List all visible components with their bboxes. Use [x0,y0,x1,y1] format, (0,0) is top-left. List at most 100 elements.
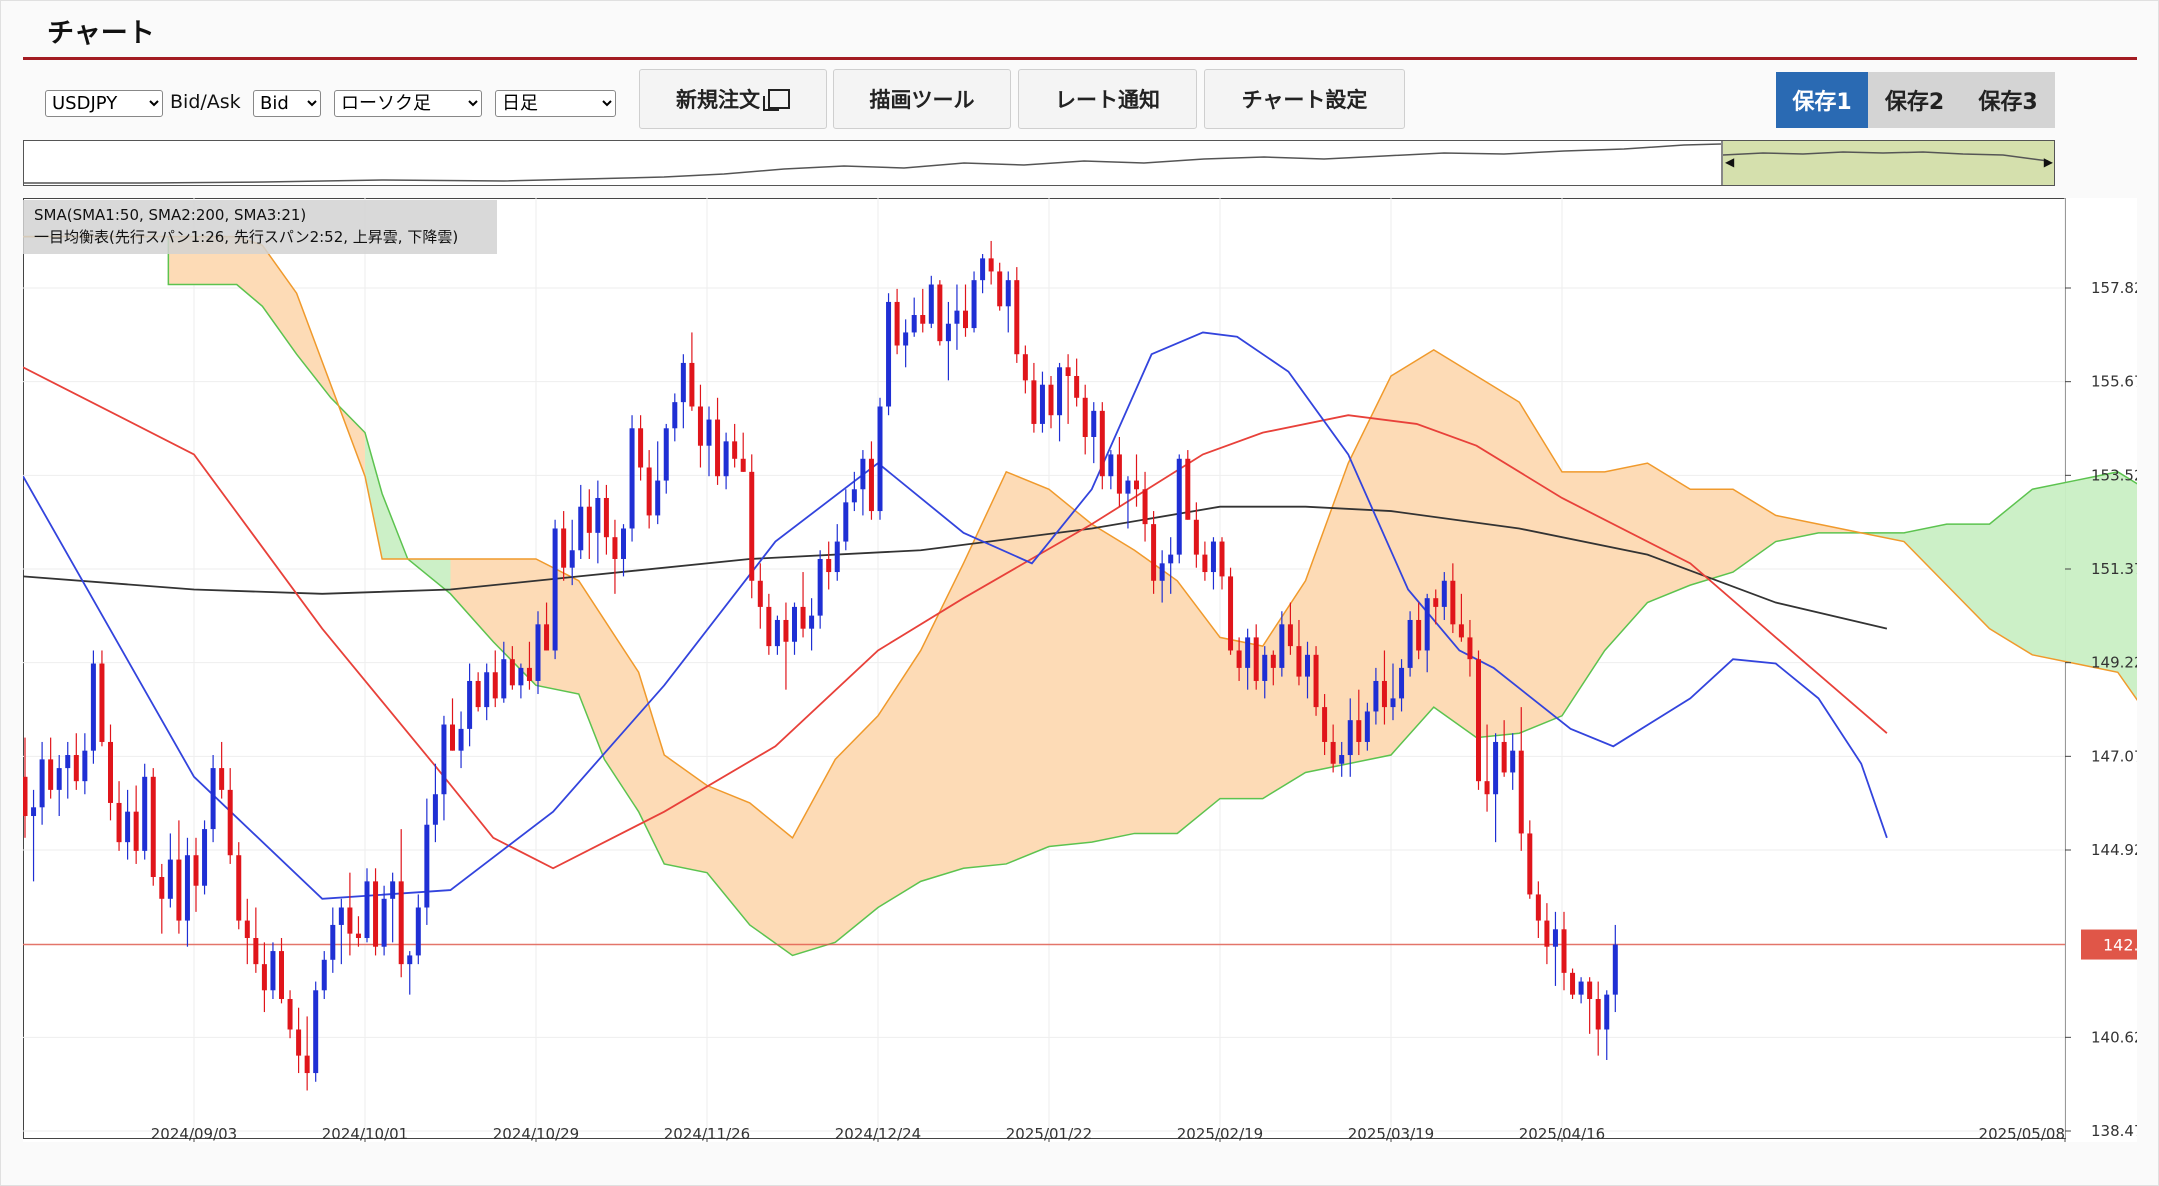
y-tick-label: 153.52 [2091,466,2137,484]
candle-body [595,497,601,533]
candle-body [1125,480,1131,494]
navigator-right-handle-icon[interactable]: ▶ [2043,155,2053,169]
candle [740,432,746,472]
candle [492,650,498,708]
candle [552,519,558,660]
candle [715,397,721,485]
candle-body [1441,580,1447,607]
candle-body [116,802,122,843]
candle-body [1518,750,1524,834]
candle-body [877,406,883,512]
candle [407,951,413,995]
timeframe-select[interactable]: 日足 [495,90,616,117]
candle-body [603,497,609,538]
candle-body [1116,454,1122,494]
x-tick-label: 2024/12/24 [835,1125,921,1142]
candle [646,450,652,529]
candle-body [945,323,951,342]
candle [82,733,88,795]
candle [1381,650,1387,725]
save3-button[interactable]: 保存3 [1961,72,2055,128]
navigator-selection[interactable]: ◀ ▶ [1721,141,2054,185]
save1-button[interactable]: 保存1 [1776,72,1868,128]
candle-body [569,550,575,568]
candle [1476,650,1481,790]
chart-navigator[interactable]: ◀ ▶ [23,140,2055,186]
candle [1253,624,1259,690]
candle-body [903,332,909,346]
chart-area[interactable]: 157.82 155.67 153.52 151.37 149.22 147.07 144.… [23,198,2137,1142]
candle [1296,619,1302,686]
candle [1005,271,1011,333]
candle-body [467,680,473,729]
candle-body [484,672,490,708]
chart-settings-button[interactable]: チャート設定 [1204,69,1405,129]
save2-button[interactable]: 保存2 [1868,72,1961,128]
candle [467,663,473,747]
candle [1518,707,1524,851]
candle-body [150,776,156,878]
candle [1031,362,1037,433]
candle-body [1151,524,1157,581]
candle [1091,402,1097,464]
candle [373,868,379,956]
save2-label: 保存2 [1884,90,1945,115]
candle-body [167,859,173,899]
bidask-select[interactable]: Bid [253,90,321,117]
new-order-button[interactable]: 新規注文 [639,69,827,129]
candle [1399,659,1405,712]
candle-body [227,789,233,856]
candle-body [1082,397,1088,437]
candle [937,280,943,346]
candle [561,511,567,581]
candle-body [826,558,832,573]
candle [193,837,199,912]
candle [1193,502,1199,568]
candle-body [73,755,79,782]
drawing-tools-button[interactable]: 描画ツール [833,69,1011,129]
candle-body [407,955,413,965]
candle-body [629,428,635,529]
candle [1501,720,1507,777]
candle-body [800,606,806,629]
candle [526,641,532,690]
candle [586,489,592,559]
chart-type-select[interactable]: ローソク足 [334,90,482,117]
navigator-left-handle-icon[interactable]: ◀ [1725,155,1735,169]
candle [133,785,139,864]
candle-body [1356,720,1362,742]
last-price-label: 142.75 [2103,936,2137,955]
candle [125,789,131,860]
candle [1510,733,1516,790]
candle [253,907,259,973]
candle-body [937,284,943,342]
symbol-select[interactable]: USDJPY [45,90,163,117]
candle-body [1339,755,1345,764]
candle [723,432,729,490]
candle [270,942,276,999]
candle [1484,724,1490,812]
x-tick-label: 2025/03/19 [1348,1125,1434,1142]
price-chart[interactable]: 157.82 155.67 153.52 151.37 149.22 147.07 144.… [23,198,2137,1142]
candle [1612,924,1618,1013]
legend-ichimoku-line: 一目均衡表(先行スパン1:26, 先行スパン2:52, 上昇雲, 下降雲) [34,228,459,246]
candle [980,254,986,294]
candle [279,938,284,1004]
candle-body [1262,654,1268,681]
x-axis: 2024/09/03 2024/10/01 2024/10/29 2024/11/26… [151,1125,2066,1142]
candle-body [740,458,746,472]
candle [227,768,233,864]
candle-body [1424,598,1430,651]
candle-body [578,506,584,551]
candle-body [971,280,977,329]
candle-body [689,362,695,407]
candle [398,829,404,978]
rate-alert-button[interactable]: レート通知 [1018,69,1197,129]
candle-body [492,672,498,699]
candle-body [1407,619,1413,668]
candle [663,423,669,494]
candle [809,598,815,651]
candle [672,393,678,442]
candle-body [1185,458,1191,520]
